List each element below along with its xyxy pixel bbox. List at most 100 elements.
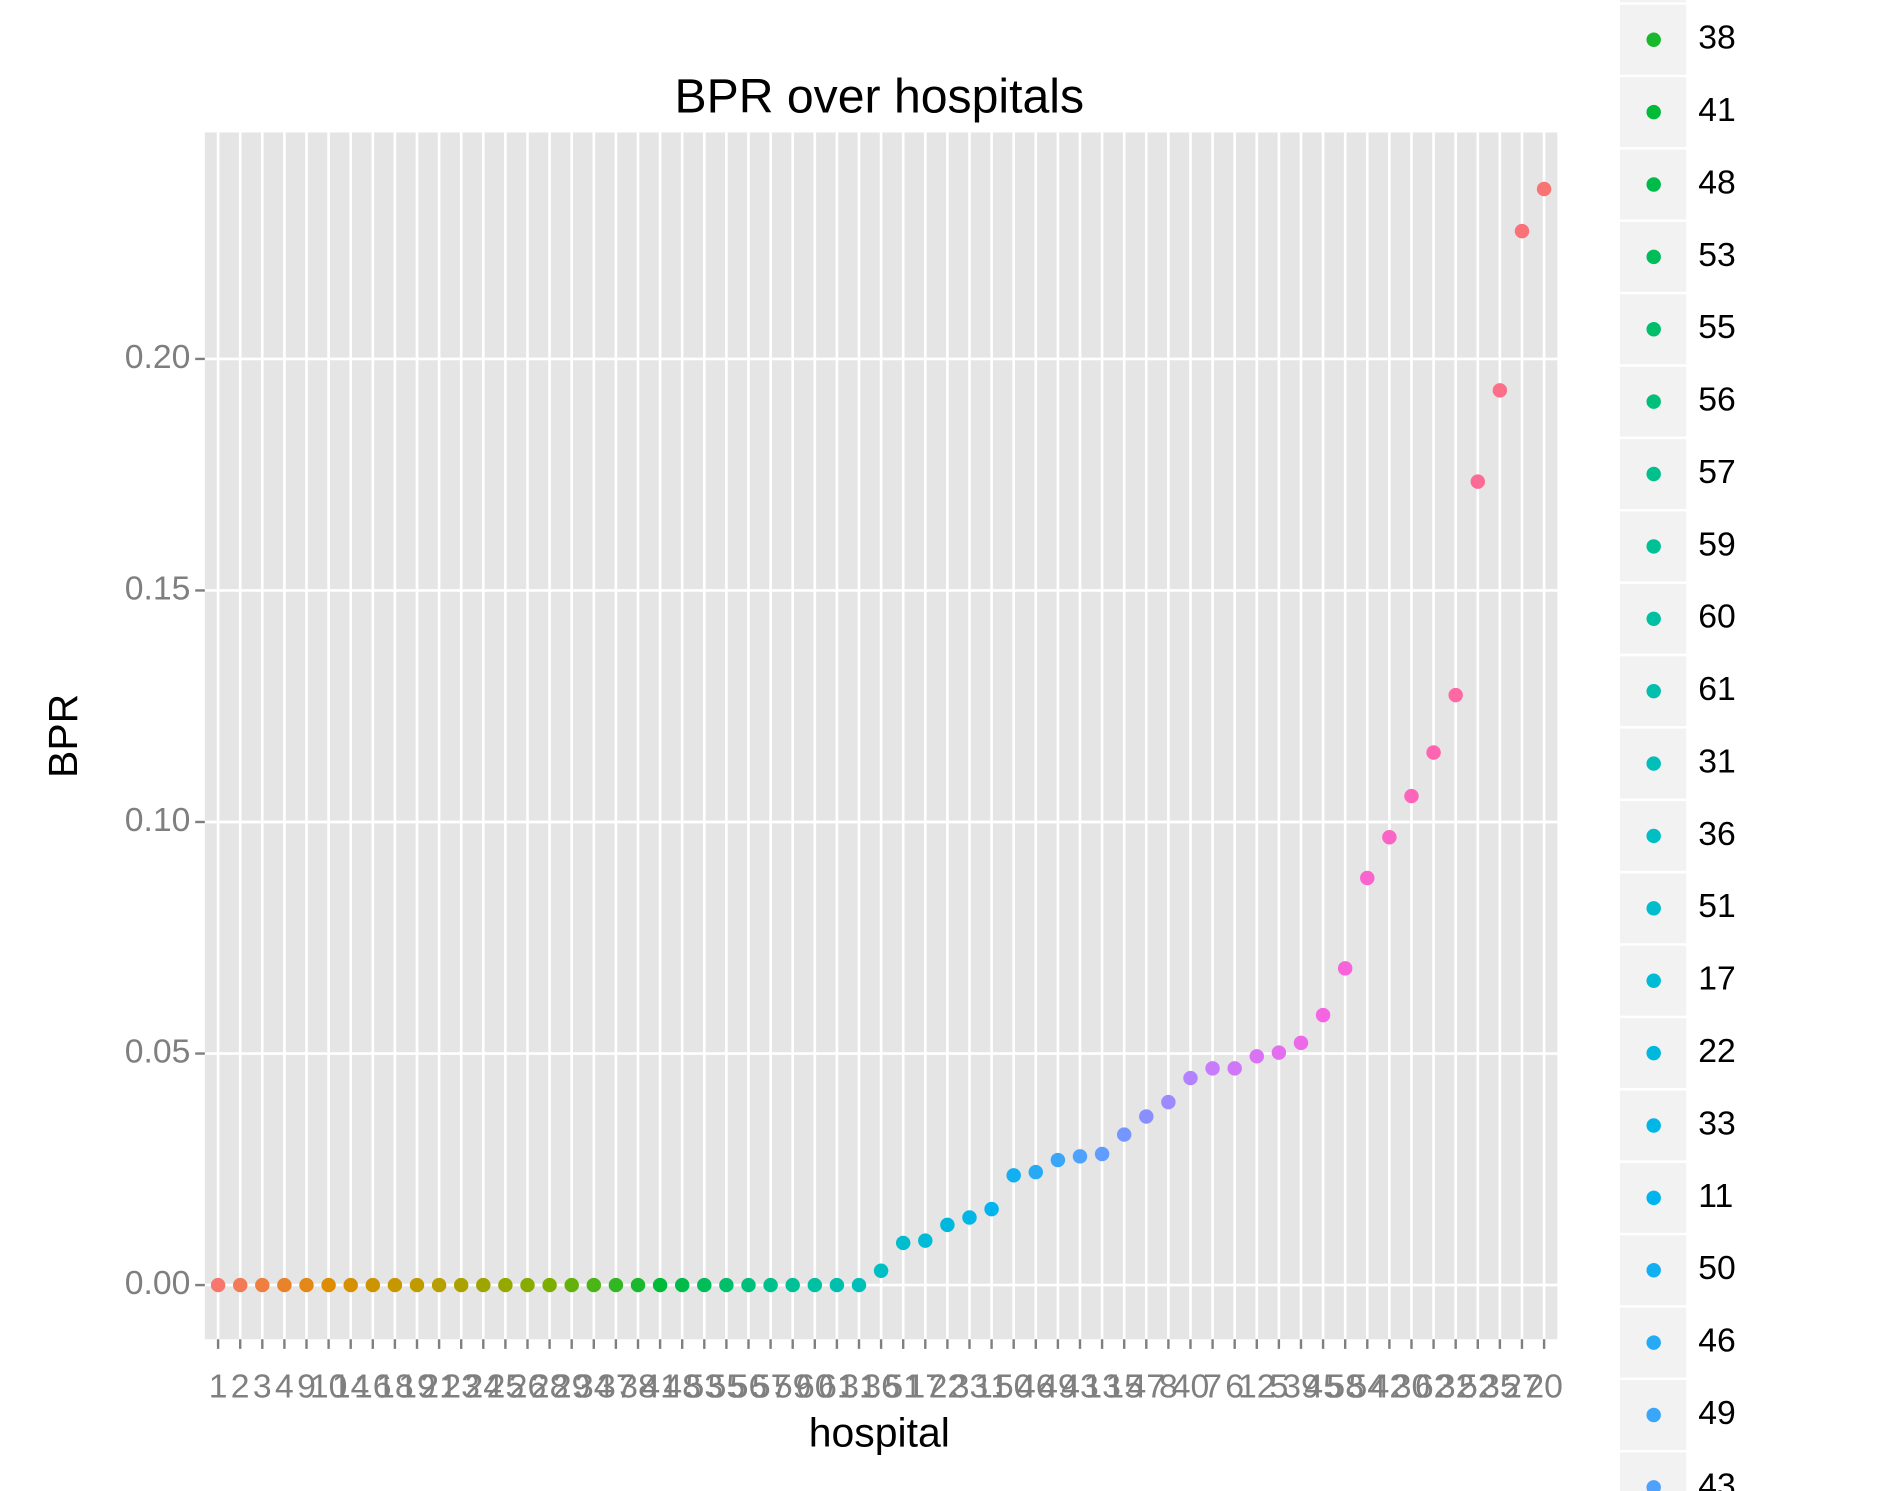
point [431, 1277, 447, 1293]
point [741, 1277, 756, 1293]
point [630, 1277, 646, 1293]
x-tick-label: 33 [951, 1368, 989, 1406]
legend-label: 59 [1698, 525, 1736, 563]
x-tick-label: 62 [1415, 1368, 1453, 1406]
point [277, 1277, 292, 1293]
x-tick-label: 11 [974, 1368, 1009, 1406]
x-tick-label: 15 [1105, 1368, 1143, 1406]
x-tick-label: 8 [1159, 1368, 1178, 1406]
x-tick-label: 24 [465, 1368, 503, 1406]
x-tick-label: 37 [597, 1368, 635, 1406]
x-tick-label: 53 [686, 1368, 724, 1406]
point [1382, 830, 1397, 845]
point [542, 1277, 557, 1293]
x-tick-label: 22 [929, 1368, 967, 1406]
point [453, 1277, 469, 1293]
x-tick-label: 27 [1503, 1368, 1541, 1406]
point [1536, 181, 1552, 197]
y-tick-label: 0.15 [125, 569, 191, 607]
x-tick-label: 21 [420, 1368, 458, 1406]
legend-swatch [1646, 104, 1661, 120]
legend-label: 51 [1698, 887, 1736, 925]
point [1139, 1109, 1154, 1124]
x-tick-label: 52 [1459, 1368, 1497, 1406]
y-tick-label: 0.20 [125, 338, 191, 376]
point [210, 1277, 226, 1293]
x-tick-label: 20 [1525, 1368, 1563, 1406]
legend-label: 17 [1698, 960, 1736, 998]
legend-swatch [1646, 539, 1661, 554]
legend-label: 43 [1698, 1466, 1736, 1491]
point [1337, 961, 1353, 976]
legend-label: 48 [1698, 163, 1736, 201]
legend-label: 41 [1698, 91, 1736, 129]
point [851, 1277, 867, 1293]
point [1492, 383, 1508, 398]
x-tick-label: 34 [575, 1368, 613, 1406]
y-tick-label: 0.05 [125, 1032, 191, 1070]
x-tick-label: 59 [774, 1368, 812, 1406]
legend-swatch [1646, 177, 1661, 192]
x-tick-label: 10 [310, 1368, 348, 1406]
point [940, 1217, 955, 1233]
x-tick-label: 23 [442, 1368, 480, 1406]
legend-label: 38 [1698, 19, 1736, 57]
point [962, 1210, 977, 1225]
x-tick-label: 4 [275, 1368, 294, 1406]
legend-swatch [1646, 973, 1661, 988]
point [343, 1277, 358, 1293]
point [1205, 1061, 1220, 1076]
point [807, 1277, 823, 1293]
point [1470, 474, 1486, 489]
point [918, 1233, 933, 1248]
point [1116, 1127, 1132, 1142]
x-tick-label: 19 [398, 1368, 436, 1406]
x-axis-title: hospital [809, 1409, 950, 1455]
x-tick-label: 36 [862, 1368, 900, 1406]
x-tick-label: 29 [553, 1368, 591, 1406]
point [1249, 1049, 1265, 1064]
x-tick-label: 41 [641, 1368, 679, 1406]
x-tick-label: 57 [752, 1368, 790, 1406]
point [299, 1277, 314, 1293]
point [785, 1277, 800, 1293]
legend-swatch [1646, 1118, 1661, 1133]
points [210, 181, 1552, 1293]
legend-label: 57 [1698, 453, 1736, 491]
x-tick-label: 42 [1371, 1368, 1409, 1406]
x-tick-label: 55 [708, 1368, 746, 1406]
point [1006, 1168, 1021, 1183]
point [255, 1277, 270, 1293]
x-tick-label: 32 [1437, 1368, 1475, 1406]
point [409, 1277, 425, 1293]
point [652, 1277, 668, 1293]
legend-label: 49 [1698, 1394, 1736, 1432]
legend-label: 55 [1698, 308, 1736, 346]
legend-swatch [1646, 683, 1661, 699]
x-tick-label: 30 [1393, 1368, 1431, 1406]
legend-label: 22 [1698, 1032, 1736, 1070]
x-tick-label: 43 [1061, 1368, 1099, 1406]
legend-label: 46 [1698, 1322, 1736, 1360]
point [1161, 1094, 1176, 1110]
legend-label: 50 [1698, 1249, 1736, 1287]
x-tick-label: 17 [907, 1368, 945, 1406]
y-tick-label: 0.10 [125, 801, 191, 839]
point [1050, 1152, 1066, 1168]
point [1426, 745, 1441, 760]
x-tick-label: 28 [531, 1368, 569, 1406]
legend-label: 31 [1698, 742, 1736, 780]
point [873, 1263, 889, 1278]
chart-title: BPR over hospitals [675, 70, 1085, 124]
point [232, 1277, 248, 1293]
x-tick-label: 5 [1269, 1368, 1288, 1406]
legend: 1234910141618192123242526282934373841485… [1619, 0, 1736, 1491]
legend-swatch [1646, 32, 1661, 47]
point [476, 1277, 491, 1293]
legend-swatch [1646, 249, 1661, 265]
x-tick-label: 50 [995, 1368, 1033, 1406]
point [674, 1277, 690, 1293]
legend-swatch [1646, 1335, 1661, 1350]
x-tick-label: 13 [1083, 1368, 1121, 1406]
legend-key [1619, 0, 1687, 3]
